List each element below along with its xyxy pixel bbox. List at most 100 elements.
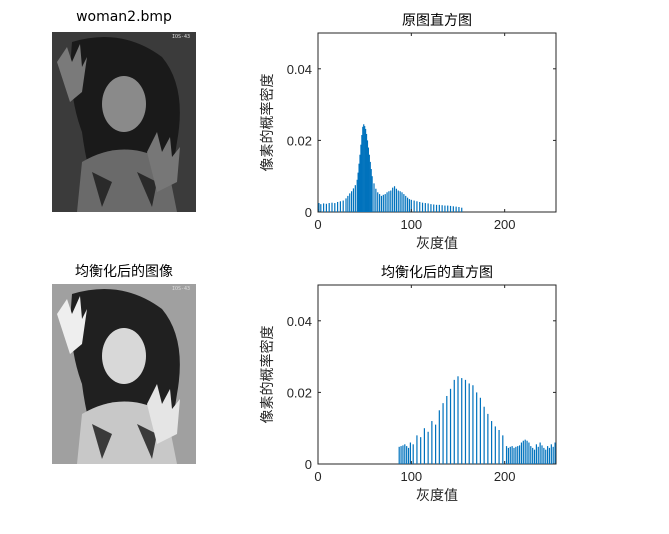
histogram-bar	[400, 446, 402, 464]
histogram-bar	[457, 376, 459, 464]
histogram-bar	[424, 203, 426, 212]
histogram-bar	[399, 191, 401, 212]
histogram-bar	[410, 199, 412, 212]
histogram-bar	[550, 444, 552, 464]
histogram-bar	[403, 194, 405, 212]
histogram-bar	[461, 207, 463, 212]
histogram-bar	[447, 205, 449, 212]
histogram-bar	[537, 446, 539, 464]
y-axis-label: 像素的概率密度	[259, 74, 276, 172]
histogram-bar	[522, 440, 524, 464]
histogram-bar	[533, 449, 536, 464]
histogram-bar	[395, 188, 397, 212]
histogram-bar	[545, 449, 547, 464]
histogram-bar	[380, 195, 383, 212]
histogram-bar	[320, 204, 322, 212]
portrait-figure-original	[52, 32, 196, 212]
histogram-bar	[435, 424, 437, 464]
histogram-bar	[513, 447, 515, 464]
histogram-bar	[526, 440, 528, 464]
histogram-bar	[347, 195, 349, 212]
histogram-bar	[554, 442, 556, 464]
histogram-bar	[535, 444, 537, 464]
histogram-bar	[442, 403, 444, 464]
histogram-bar	[431, 421, 433, 464]
x-tick-label: 0	[314, 217, 321, 232]
chart-title: 原图直方图	[402, 12, 472, 29]
histogram-bar	[361, 135, 363, 212]
histogram-bar	[337, 201, 339, 212]
histogram-bar	[349, 193, 351, 212]
x-axis-label: 灰度值	[416, 488, 458, 504]
histogram-bar	[367, 147, 369, 212]
histogram-bar	[366, 140, 369, 212]
chart-title: 均衡化后的直方图	[381, 264, 493, 281]
histogram-bar	[416, 201, 418, 212]
histogram-bar	[407, 197, 409, 212]
histogram-bar	[468, 383, 470, 464]
histogram-bar	[438, 204, 440, 212]
image-title-equalized: 均衡化后的图像	[75, 264, 173, 280]
histogram-bar	[358, 163, 360, 212]
x-tick-label: 100	[400, 469, 422, 484]
histogram-bar	[441, 205, 443, 212]
histogram-bar	[331, 202, 333, 212]
histogram-bar	[464, 379, 467, 464]
histogram-bar	[494, 426, 496, 464]
y-tick-label: 0.02	[287, 133, 312, 148]
image-corner-text: IOS-43	[171, 34, 190, 40]
histogram-bar	[334, 203, 336, 212]
original-image: IOS-43	[52, 32, 196, 212]
histogram-bar	[363, 124, 365, 212]
histogram-bar	[539, 442, 541, 464]
histogram-bar	[345, 198, 347, 212]
histogram-bar	[392, 187, 394, 212]
histogram-bar	[543, 447, 545, 464]
histogram-bar	[419, 201, 421, 212]
histogram-bar	[354, 185, 356, 212]
histogram-bar	[328, 203, 330, 212]
x-axis-label: 灰度值	[416, 236, 458, 252]
histogram-bar	[524, 439, 526, 464]
histogram-bar	[520, 442, 523, 464]
histogram-bar	[479, 397, 481, 464]
histogram-bar	[528, 442, 530, 464]
histogram-bar	[491, 421, 493, 464]
histogram-bar	[444, 205, 446, 212]
histogram-bar	[412, 444, 414, 464]
histogram-bar	[397, 190, 399, 212]
histogram-bar	[388, 191, 390, 212]
equalized-image: IOS-43	[52, 284, 196, 464]
histogram-bar	[430, 204, 432, 212]
histogram-bar	[369, 161, 371, 212]
x-tick-label: 0	[314, 469, 321, 484]
histogram-bar	[339, 201, 341, 212]
x-tick-label: 100	[400, 217, 422, 232]
histogram-bar	[435, 204, 438, 212]
histogram-bar	[379, 194, 381, 212]
histogram-bar	[384, 194, 386, 212]
histogram-bar	[405, 195, 407, 212]
histogram-bar	[509, 446, 511, 464]
histogram-bar	[427, 431, 429, 464]
histogram-bar	[382, 194, 384, 212]
histogram-bar	[458, 206, 460, 212]
histogram-bar	[325, 203, 327, 212]
plot-frame	[317, 284, 557, 465]
histogram-bar	[517, 446, 519, 464]
histogram-bar	[398, 446, 400, 464]
histogram-bar	[505, 446, 508, 464]
histogram-bar	[507, 447, 509, 464]
histogram-bar	[373, 183, 375, 212]
histogram-bar	[402, 445, 404, 464]
histogram-bar	[433, 204, 435, 212]
histogram-bar	[351, 191, 353, 212]
histogram-bar	[386, 192, 388, 212]
histogram-bar	[360, 144, 362, 212]
histogram-bar	[404, 444, 406, 464]
histogram-bar	[487, 413, 489, 464]
y-axis-label: 像素的概率密度	[259, 326, 276, 424]
histogram-bar	[365, 133, 368, 212]
histogram-bar	[421, 202, 424, 212]
